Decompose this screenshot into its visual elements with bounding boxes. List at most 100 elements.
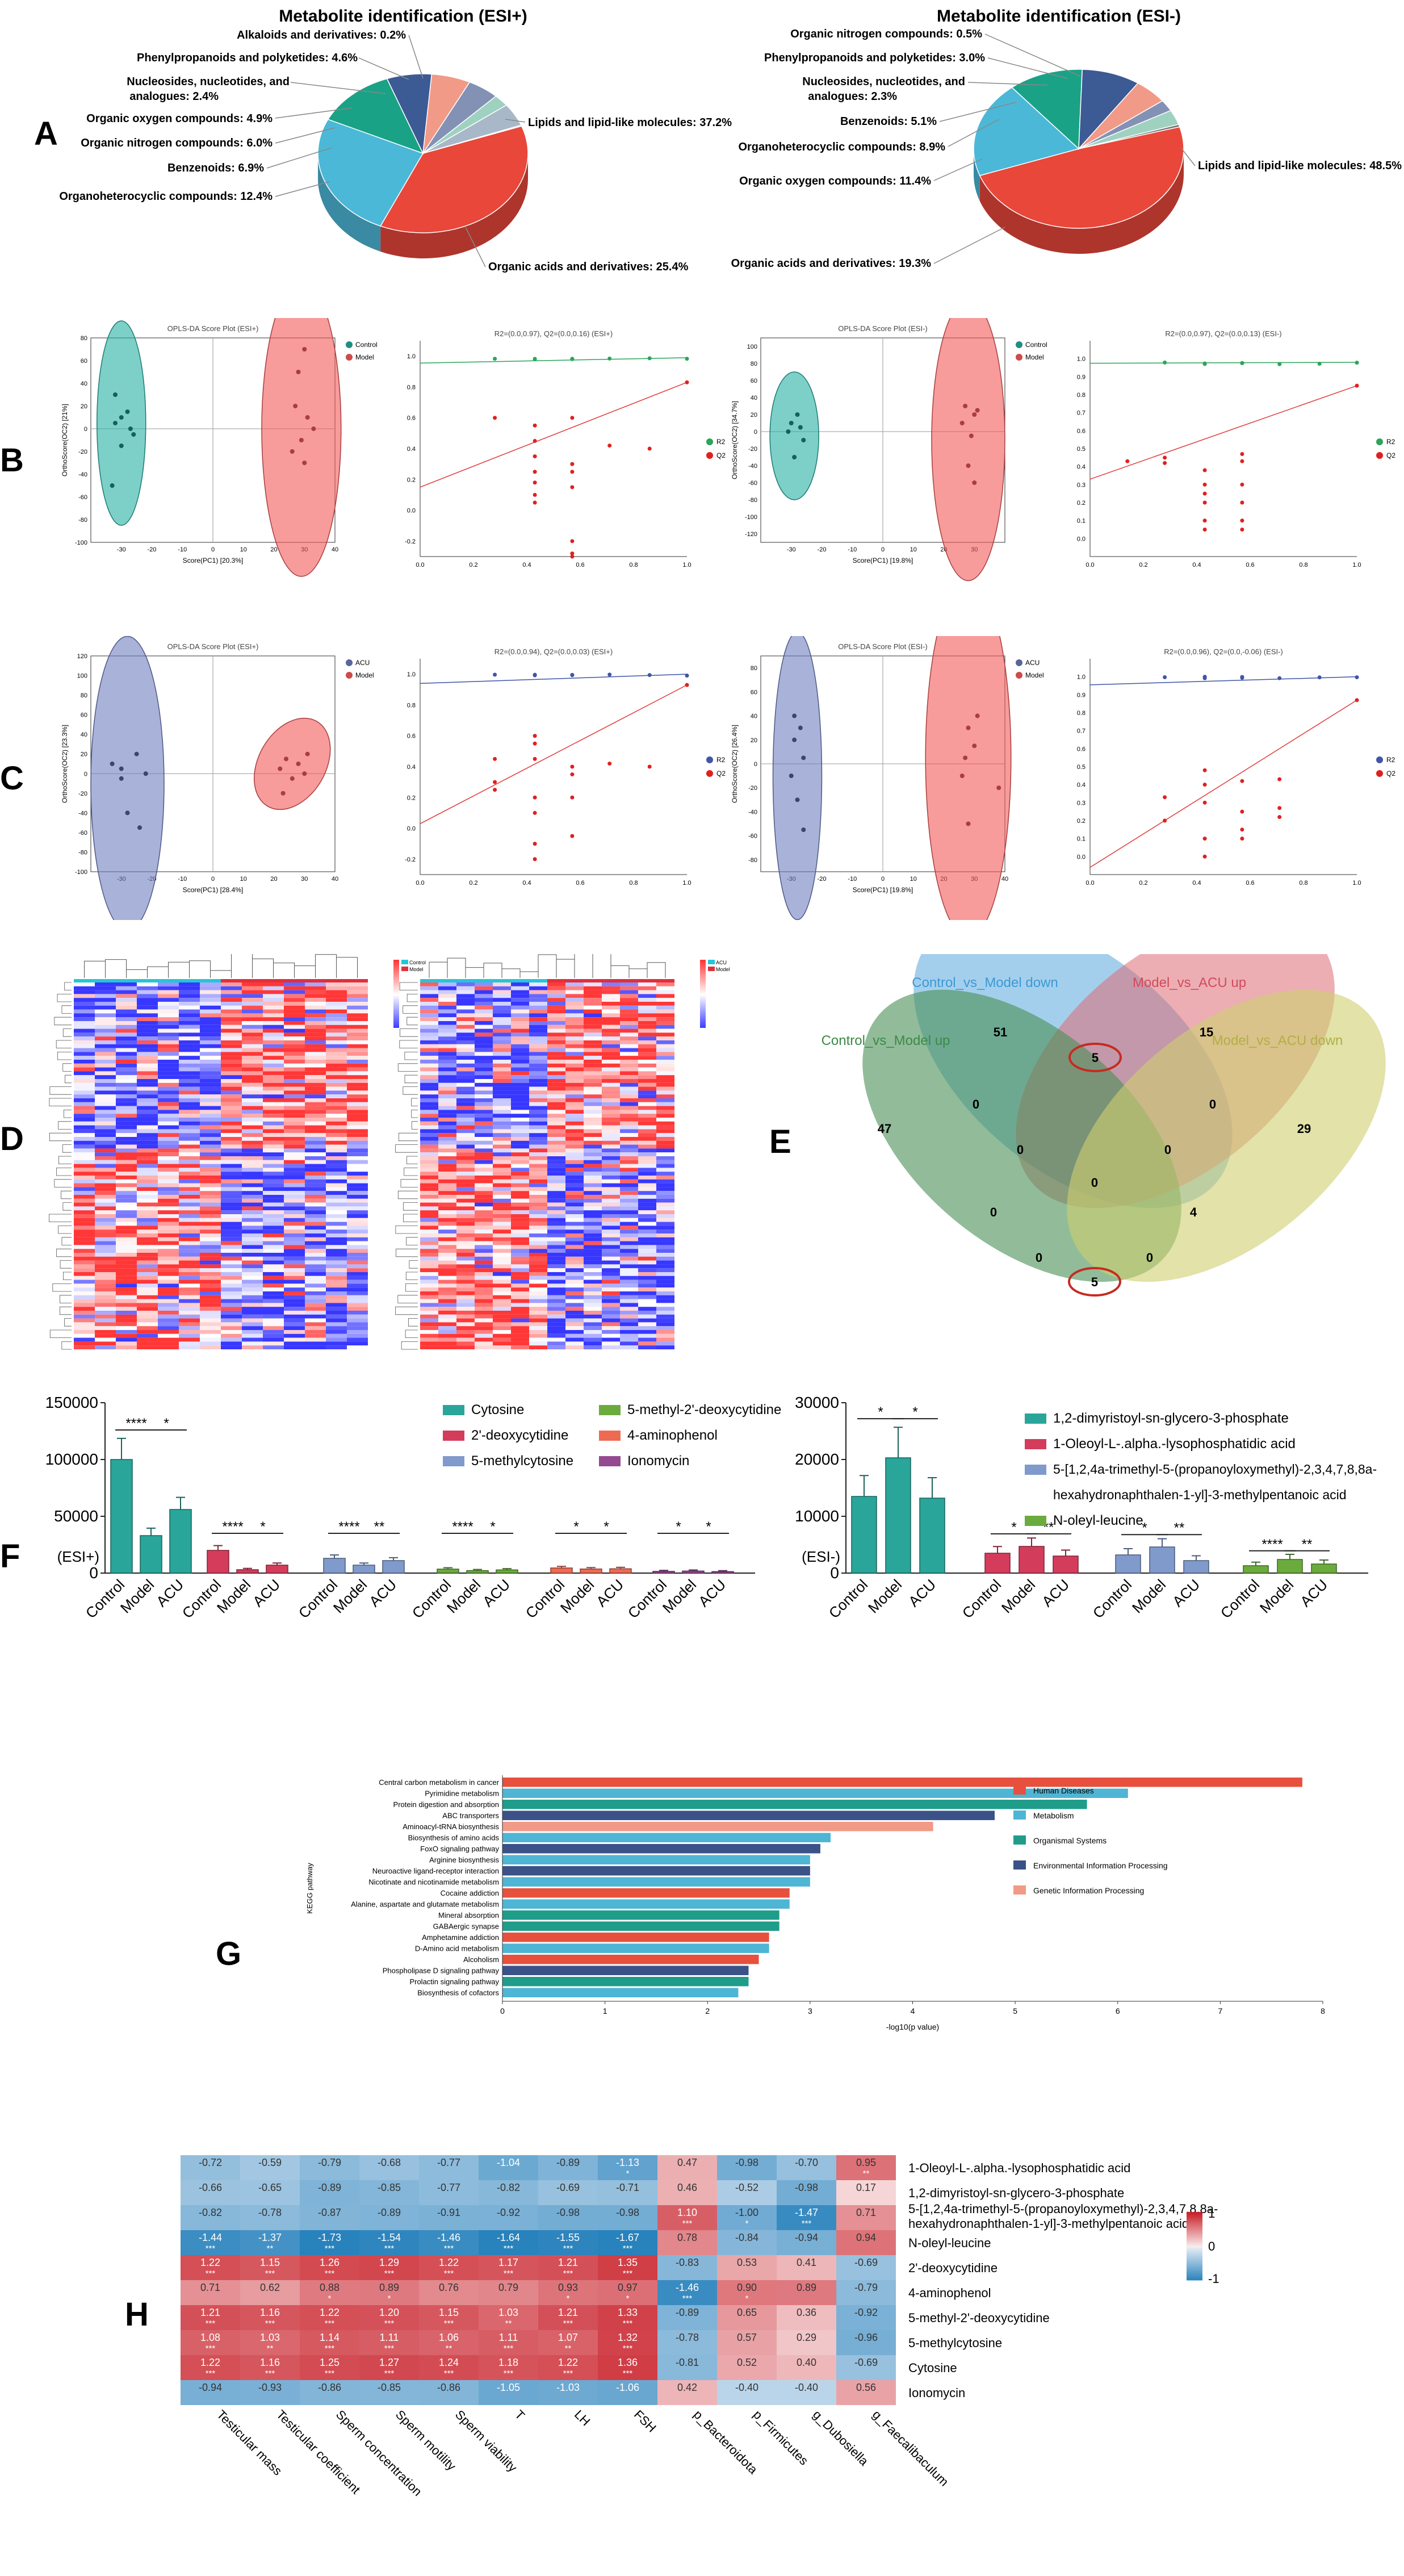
score-plot-ytick: -20 xyxy=(78,791,87,797)
heatmap-cell xyxy=(547,1002,565,1006)
heatmap-cell xyxy=(475,994,493,998)
heatmap-cell xyxy=(602,1249,620,1253)
heatmap-cell xyxy=(284,1322,305,1326)
heatmap-col-label: g_Dubosiella xyxy=(810,2407,871,2469)
heatmap-cell xyxy=(511,1264,529,1268)
heatmap-cell xyxy=(529,1036,547,1040)
heatmap-cell xyxy=(565,1006,584,1010)
heatmap-cell xyxy=(420,1233,438,1237)
venn-count: 5 xyxy=(1091,1275,1098,1289)
heatmap-cell xyxy=(620,1222,638,1226)
heatmap-cell xyxy=(179,1029,200,1033)
heatmap-cell xyxy=(584,1237,602,1241)
heatmap-cell xyxy=(221,1299,242,1303)
perm-plot-q2-point xyxy=(570,470,574,474)
heatmap-cell xyxy=(602,1021,620,1025)
heatmap-cell xyxy=(584,1230,602,1233)
heatmap-cell xyxy=(347,1152,368,1156)
bar-5-methylcytosine xyxy=(324,1558,345,1573)
perm-plot-r2-line xyxy=(1090,362,1357,363)
legend-label: Ionomycin xyxy=(627,1453,689,1469)
heatmap-cell xyxy=(242,1233,263,1237)
heatmap-cell xyxy=(584,1226,602,1230)
heatmap-cell xyxy=(584,1330,602,1334)
heatmap-cell xyxy=(438,1191,456,1195)
heatmap-cell xyxy=(284,1330,305,1334)
heatmap-cell xyxy=(200,1032,221,1036)
heatmap-cell xyxy=(263,1006,284,1010)
dendrogram-branch xyxy=(148,967,169,978)
heatmap-cell xyxy=(565,1137,584,1141)
heatmap-value: 0.40 xyxy=(797,2357,816,2368)
heatmap-cell xyxy=(179,998,200,1002)
dendrogram-branch xyxy=(274,963,295,978)
heatmap-cell xyxy=(420,1021,438,1025)
heatmap-cell xyxy=(326,1006,347,1010)
heatmap-cell xyxy=(158,1021,179,1025)
heatmap-cell xyxy=(620,1017,638,1021)
heatmap-cell xyxy=(638,1280,656,1284)
heatmap-cell xyxy=(179,1299,200,1303)
heatmap-cell xyxy=(326,1133,347,1137)
heatmap-cell xyxy=(456,998,475,1002)
heatmap-cell xyxy=(438,1283,456,1287)
heatmap-cell xyxy=(326,1137,347,1141)
heatmap-cell xyxy=(326,1110,347,1114)
heatmap-cell xyxy=(493,1276,511,1280)
heatmap-cell xyxy=(656,1283,674,1287)
heatmap-cell xyxy=(242,1040,263,1044)
heatmap-cell xyxy=(116,1245,137,1249)
heatmap-cell xyxy=(74,1075,95,1079)
heatmap-cell xyxy=(638,1245,656,1249)
heatmap-value: 1.22 xyxy=(200,2357,220,2368)
heatmap-cell xyxy=(200,1272,221,1276)
heatmap-value: -0.71 xyxy=(616,2182,639,2193)
heatmap-cell xyxy=(200,1222,221,1226)
bar-4-aminophenol xyxy=(610,1569,631,1573)
heatmap-cell xyxy=(179,982,200,986)
heatmap-cell xyxy=(137,1272,158,1276)
heatmap-cell xyxy=(456,1338,475,1342)
heatmap-cell xyxy=(438,1017,456,1021)
heatmap-cell xyxy=(602,1098,620,1102)
heatmap-cell xyxy=(475,1268,493,1272)
correlation-heatmap: -0.72 -0.59 -0.79 -0.68 -0.77 -1.04 -0.89 -1.13… xyxy=(181,2155,1219,2499)
dendrogram-branch xyxy=(57,994,72,1002)
heatmap-cell xyxy=(638,1199,656,1203)
heatmap-cell xyxy=(602,1311,620,1315)
heatmap-cell xyxy=(420,1032,438,1036)
heatmap-cell xyxy=(638,1303,656,1307)
heatmap-cell xyxy=(565,1226,584,1230)
heatmap-cell xyxy=(475,1010,493,1014)
heatmap-cell xyxy=(602,1002,620,1006)
heatmap-cell xyxy=(420,1118,438,1122)
heatmap-cell xyxy=(305,1156,326,1160)
heatmap-cell xyxy=(74,1199,95,1203)
heatmap-cell xyxy=(116,982,137,986)
heatmap-legend-swatch xyxy=(700,1014,706,1016)
heatmap-cell xyxy=(420,1341,438,1345)
heatmap-cell xyxy=(493,1010,511,1014)
significance-stars: ** xyxy=(1302,1537,1313,1552)
heatmap-cell xyxy=(284,1129,305,1133)
heatmap-cell xyxy=(584,1210,602,1214)
heatmap-cell xyxy=(420,1249,438,1253)
heatmap-cell xyxy=(602,1341,620,1345)
heatmap-cell xyxy=(347,1098,368,1102)
kegg-bar xyxy=(502,1933,769,1942)
heatmap-cell xyxy=(456,1268,475,1272)
heatmap-cell xyxy=(263,1060,284,1064)
heatmap-cell xyxy=(158,1106,179,1110)
perm-plot-xtick: 1.0 xyxy=(1352,562,1361,568)
heatmap-cell xyxy=(438,1029,456,1033)
heatmap-cell xyxy=(511,1249,529,1253)
heatmap-cell xyxy=(326,1214,347,1218)
heatmap-cell xyxy=(456,1126,475,1130)
perm-plot-q2-point xyxy=(1203,483,1207,487)
heatmap-cell xyxy=(137,1122,158,1126)
heatmap-cell xyxy=(284,1064,305,1068)
heatmap-cell xyxy=(263,1110,284,1114)
heatmap-cell xyxy=(493,1025,511,1029)
heatmap-cell xyxy=(200,1010,221,1014)
heatmap-cell xyxy=(116,1191,137,1195)
